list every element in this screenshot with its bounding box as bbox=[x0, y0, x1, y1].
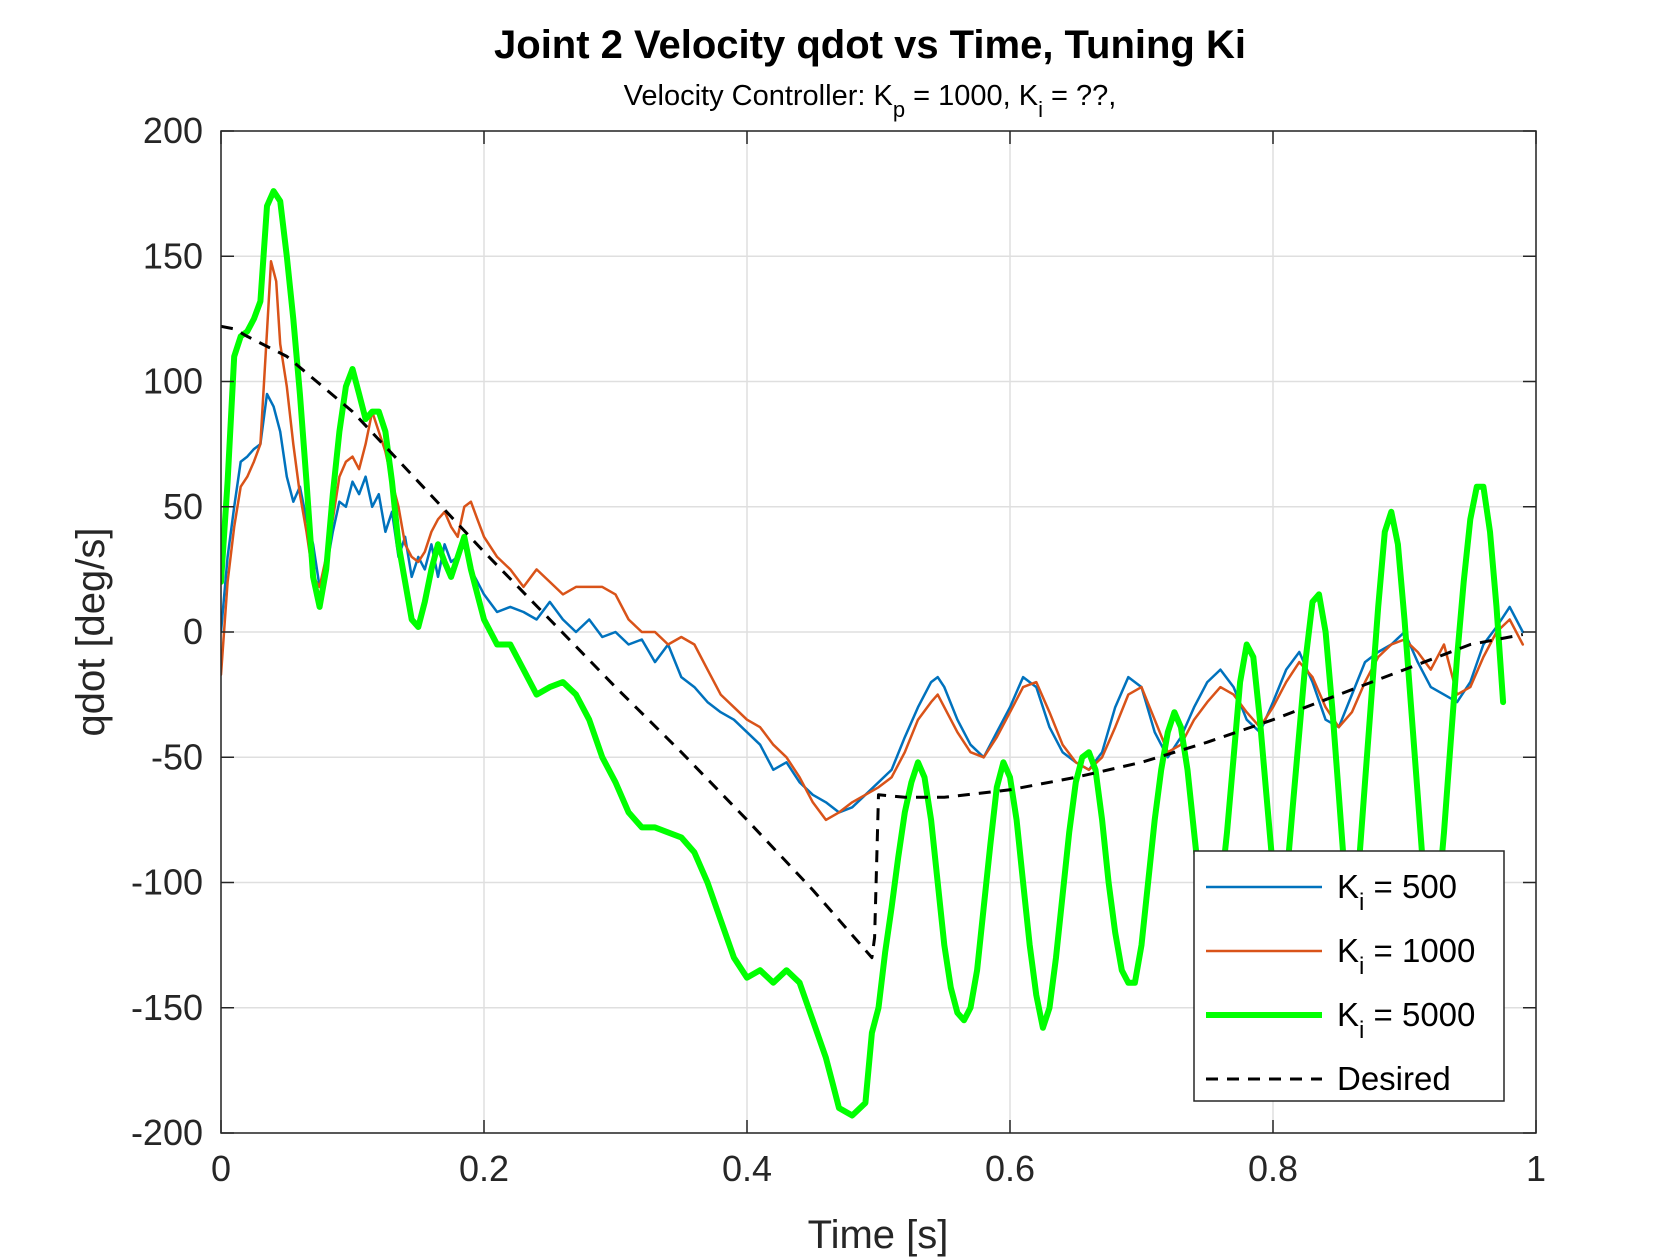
x-tick-label: 0 bbox=[211, 1148, 231, 1189]
x-axis-label: Time [s] bbox=[808, 1213, 949, 1257]
y-tick-label: 200 bbox=[143, 110, 203, 151]
subtitle-kp-value: = 1000, K bbox=[905, 80, 1039, 112]
x-tick-label: 0.8 bbox=[1248, 1148, 1298, 1189]
x-tick-label: 1 bbox=[1526, 1148, 1546, 1189]
legend-label-value: = 1000 bbox=[1364, 932, 1475, 969]
legend-label-base: Desired bbox=[1337, 1060, 1451, 1097]
y-tick-label: 0 bbox=[183, 611, 203, 652]
subtitle-prefix: Velocity Controller: K bbox=[624, 80, 894, 112]
series-line-4 bbox=[221, 324, 1524, 960]
legend-label-1: Ki = 500 bbox=[1337, 868, 1457, 916]
y-tick-label: 50 bbox=[163, 486, 203, 527]
y-tick-label: -100 bbox=[131, 862, 203, 903]
subtitle-kp-subscript: p bbox=[893, 97, 905, 122]
legend-label-value: = 5000 bbox=[1364, 996, 1475, 1033]
y-tick-label: -200 bbox=[131, 1112, 203, 1153]
legend-box bbox=[1193, 850, 1505, 1102]
x-tick-label: 0.2 bbox=[459, 1148, 509, 1189]
legend-label-4: Desired bbox=[1337, 1060, 1451, 1097]
x-tick-label: 0.6 bbox=[985, 1148, 1035, 1189]
subtitle-ki-value: = ??, bbox=[1043, 80, 1116, 112]
legend-label-subscript: i bbox=[1359, 889, 1364, 916]
chart-title: Joint 2 Velocity qdot vs Time, Tuning Ki bbox=[494, 23, 1246, 67]
x-tick-label: 0.4 bbox=[722, 1148, 772, 1189]
y-axis-label: qdot [deg/s] bbox=[69, 527, 113, 736]
y-tick-label: -50 bbox=[151, 736, 203, 777]
legend-label-2: Ki = 1000 bbox=[1337, 932, 1475, 980]
subtitle-ki-subscript: i bbox=[1038, 97, 1043, 122]
axis-ticks: 0 0.2 0.4 0.6 0.8 1 200 150 100 50 0 -50 -100 -150 -20… bbox=[131, 110, 1546, 1189]
legend-label-subscript: i bbox=[1359, 1017, 1364, 1044]
chart-subtitle: Velocity Controller: Kp = 1000, Ki = ??, bbox=[624, 80, 1117, 122]
legend-label-base: K bbox=[1337, 932, 1359, 969]
y-tick-label: 100 bbox=[143, 361, 203, 402]
legend-label-base: K bbox=[1337, 996, 1359, 1033]
legend-label-base: K bbox=[1337, 868, 1359, 905]
legend-label-3: Ki = 5000 bbox=[1337, 996, 1475, 1044]
y-tick-label: 150 bbox=[143, 235, 203, 276]
y-tick-label: -150 bbox=[131, 987, 203, 1028]
legend-label-subscript: i bbox=[1359, 953, 1364, 980]
legend-label-value: = 500 bbox=[1364, 868, 1457, 905]
series-layer bbox=[221, 188, 1525, 1119]
series-line-3 bbox=[221, 188, 1507, 1119]
